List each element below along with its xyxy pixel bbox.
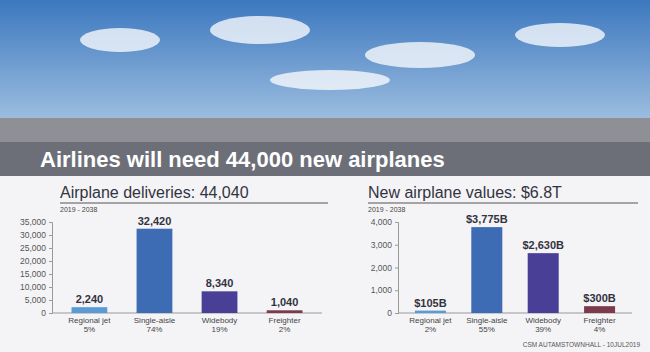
bar <box>415 311 446 313</box>
share-label: 19% <box>212 325 228 334</box>
y-tick-label: 3,000 <box>371 240 393 250</box>
data-label: 8,340 <box>206 277 234 289</box>
y-tick: 30,000 <box>20 230 52 240</box>
chart: New airplane values: $6.8T 2019 - 2038 0 1,… <box>368 184 638 334</box>
share-label: 55% <box>479 325 495 334</box>
data-label: $3,775B <box>466 213 508 225</box>
slide-title: Airlines will need 44,000 new airplanes <box>40 147 445 172</box>
data-label: 2,240 <box>76 293 104 305</box>
y-tick: 5,000 <box>25 295 52 305</box>
y-tick: 1,000 <box>371 285 398 295</box>
chart-subtitle: 2019 - 2038 <box>60 206 97 213</box>
title-rule <box>60 203 328 204</box>
y-tick-label: 4,000 <box>371 217 393 227</box>
y-tick: 2,000 <box>371 263 398 273</box>
footer: CSM AUTAMSTOWNHALL - 10JUL2019 <box>523 341 641 348</box>
y-tick-label: 35,000 <box>20 217 46 227</box>
content-bg <box>0 176 650 352</box>
y-tick-mark <box>395 313 398 314</box>
cloud <box>210 16 310 44</box>
y-tick: 3,000 <box>371 240 398 250</box>
y-tick-mark <box>49 235 52 236</box>
y-tick: 15,000 <box>20 269 52 279</box>
x-tick-label: Widebody <box>202 316 238 325</box>
share-label: 5% <box>84 325 96 334</box>
y-tick-mark <box>395 290 398 291</box>
y-tick-label: 2,000 <box>371 263 393 273</box>
data-label: 1,040 <box>271 296 299 308</box>
y-axis-line <box>395 223 399 314</box>
bar <box>471 227 502 313</box>
y-tick-mark <box>49 248 52 249</box>
y-tick-label: 0 <box>41 308 46 318</box>
y-tick-label: 30,000 <box>20 230 46 240</box>
share-label: 2% <box>279 325 291 334</box>
title-rule <box>368 203 638 204</box>
y-tick-label: 1,000 <box>371 285 393 295</box>
x-tick-label: Regional jet <box>409 316 452 325</box>
y-tick: 25,000 <box>20 243 52 253</box>
bar <box>267 310 303 313</box>
y-axis: 0 5,000 10,000 15,000 20,000 25,000 30,000 35,0… <box>20 217 53 318</box>
data-label: $2,630B <box>522 239 564 251</box>
bar <box>528 253 559 313</box>
title-band <box>0 142 650 176</box>
x-tick-label: Freighter <box>584 316 616 325</box>
y-tick: 20,000 <box>20 256 52 266</box>
chart-title: New airplane values: $6.8T <box>368 184 562 201</box>
y-tick-mark <box>395 245 398 246</box>
x-tick-label: Single-aisle <box>134 316 176 325</box>
x-tick-label: Widebody <box>525 316 561 325</box>
data-label: $105B <box>414 297 446 309</box>
y-tick-mark <box>49 261 52 262</box>
y-tick: 10,000 <box>20 282 52 292</box>
chart-subtitle: 2019 - 2038 <box>368 206 405 213</box>
y-tick-mark <box>395 268 398 269</box>
y-tick-mark <box>49 313 52 314</box>
y-tick-label: 5,000 <box>25 295 47 305</box>
y-tick: 35,000 <box>20 217 52 227</box>
share-label: 2% <box>425 325 437 334</box>
cloud <box>80 28 160 52</box>
chart: Airplane deliveries: 44,040 2019 - 2038 0 5… <box>20 184 328 334</box>
background <box>0 0 650 352</box>
chart-title: Airplane deliveries: 44,040 <box>60 184 249 201</box>
y-axis: 0 1,000 2,000 3,000 4,000 <box>371 217 399 318</box>
bar <box>72 307 108 313</box>
y-tick-mark <box>395 222 398 223</box>
x-tick-label: Freighter <box>269 316 301 325</box>
bars <box>415 227 615 313</box>
y-tick-label: 10,000 <box>20 282 46 292</box>
x-tick-label: Regional jet <box>68 316 111 325</box>
bar <box>584 306 615 313</box>
data-label: $300B <box>583 292 615 304</box>
sky <box>0 0 650 150</box>
y-tick: 4,000 <box>371 217 398 227</box>
y-tick: 0 <box>387 308 398 318</box>
cloud <box>270 70 390 90</box>
slide-svg: Airlines will need 44,000 new airplanes A… <box>0 0 650 352</box>
cloud <box>365 42 475 68</box>
share-label: 74% <box>146 325 162 334</box>
slide: Airlines will need 44,000 new airplanes A… <box>0 0 650 352</box>
bars <box>72 229 303 313</box>
y-tick-label: 20,000 <box>20 256 46 266</box>
x-tick-label: Single-aisle <box>466 316 508 325</box>
cloud <box>515 23 605 47</box>
bar <box>202 291 238 313</box>
y-tick-mark <box>49 222 52 223</box>
y-tick: 0 <box>41 308 52 318</box>
y-tick-mark <box>49 287 52 288</box>
data-label: 32,420 <box>138 215 172 227</box>
bar <box>137 229 173 313</box>
y-tick-label: 25,000 <box>20 243 46 253</box>
y-axis-line <box>49 223 53 314</box>
share-label: 4% <box>594 325 606 334</box>
y-tick-label: 15,000 <box>20 269 46 279</box>
y-tick-mark <box>49 274 52 275</box>
y-tick-label: 0 <box>387 308 392 318</box>
share-label: 39% <box>535 325 551 334</box>
y-tick-mark <box>49 300 52 301</box>
